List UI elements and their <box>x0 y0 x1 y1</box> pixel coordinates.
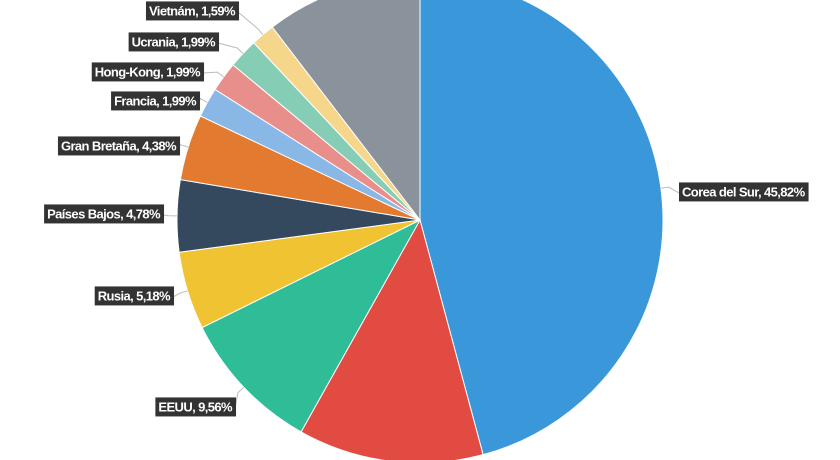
label-box <box>128 32 220 52</box>
data-label: Países Bajos, 4,78% <box>44 204 165 224</box>
leader-line <box>162 214 178 217</box>
label-text: Francia, 1,99% <box>114 93 197 108</box>
data-label: Vietnám, 1,59% <box>145 1 240 21</box>
data-label: EEUU, 9,56% <box>155 397 237 417</box>
label-box <box>94 286 175 306</box>
leader-line <box>198 97 208 103</box>
label-text: Hong-Kong, 1,99% <box>95 64 201 79</box>
label-box <box>155 397 237 417</box>
label-text: Vietnám, 1,59% <box>149 3 236 18</box>
pie-slice <box>300 218 484 460</box>
data-label: Ucrania, 1,99% <box>128 32 220 52</box>
leader-line <box>202 71 224 78</box>
label-box <box>91 62 205 82</box>
data-label: Rusia, 5,18% <box>94 286 175 306</box>
label-box <box>44 204 165 224</box>
data-label: Francia, 1,99% <box>111 91 201 111</box>
leader-line <box>660 186 680 194</box>
leader-line <box>237 11 264 36</box>
label-text: Países Bajos, 4,78% <box>47 206 161 221</box>
leader-line <box>178 144 189 148</box>
pie-slice <box>419 0 664 456</box>
data-label: Corea del Sur, 45,82% <box>679 182 809 202</box>
pie-slice <box>271 0 421 222</box>
leader-line <box>217 42 244 54</box>
label-text: Corea del Sur, 45,82% <box>682 184 806 199</box>
label-box <box>111 91 201 111</box>
label-box <box>57 136 181 156</box>
label-box <box>145 1 240 21</box>
label-text: Gran Bretaña, 4,38% <box>61 138 177 153</box>
label-text: Rusia, 5,18% <box>98 288 171 303</box>
label-text: EEUU, 9,56% <box>158 399 233 414</box>
label-text: Ucrania, 1,99% <box>132 34 216 49</box>
leader-line <box>234 386 245 409</box>
data-label: Hong-Kong, 1,99% <box>91 62 205 82</box>
label-box <box>679 182 809 202</box>
data-label: Gran Bretaña, 4,38% <box>57 136 181 156</box>
leader-line <box>172 290 188 298</box>
